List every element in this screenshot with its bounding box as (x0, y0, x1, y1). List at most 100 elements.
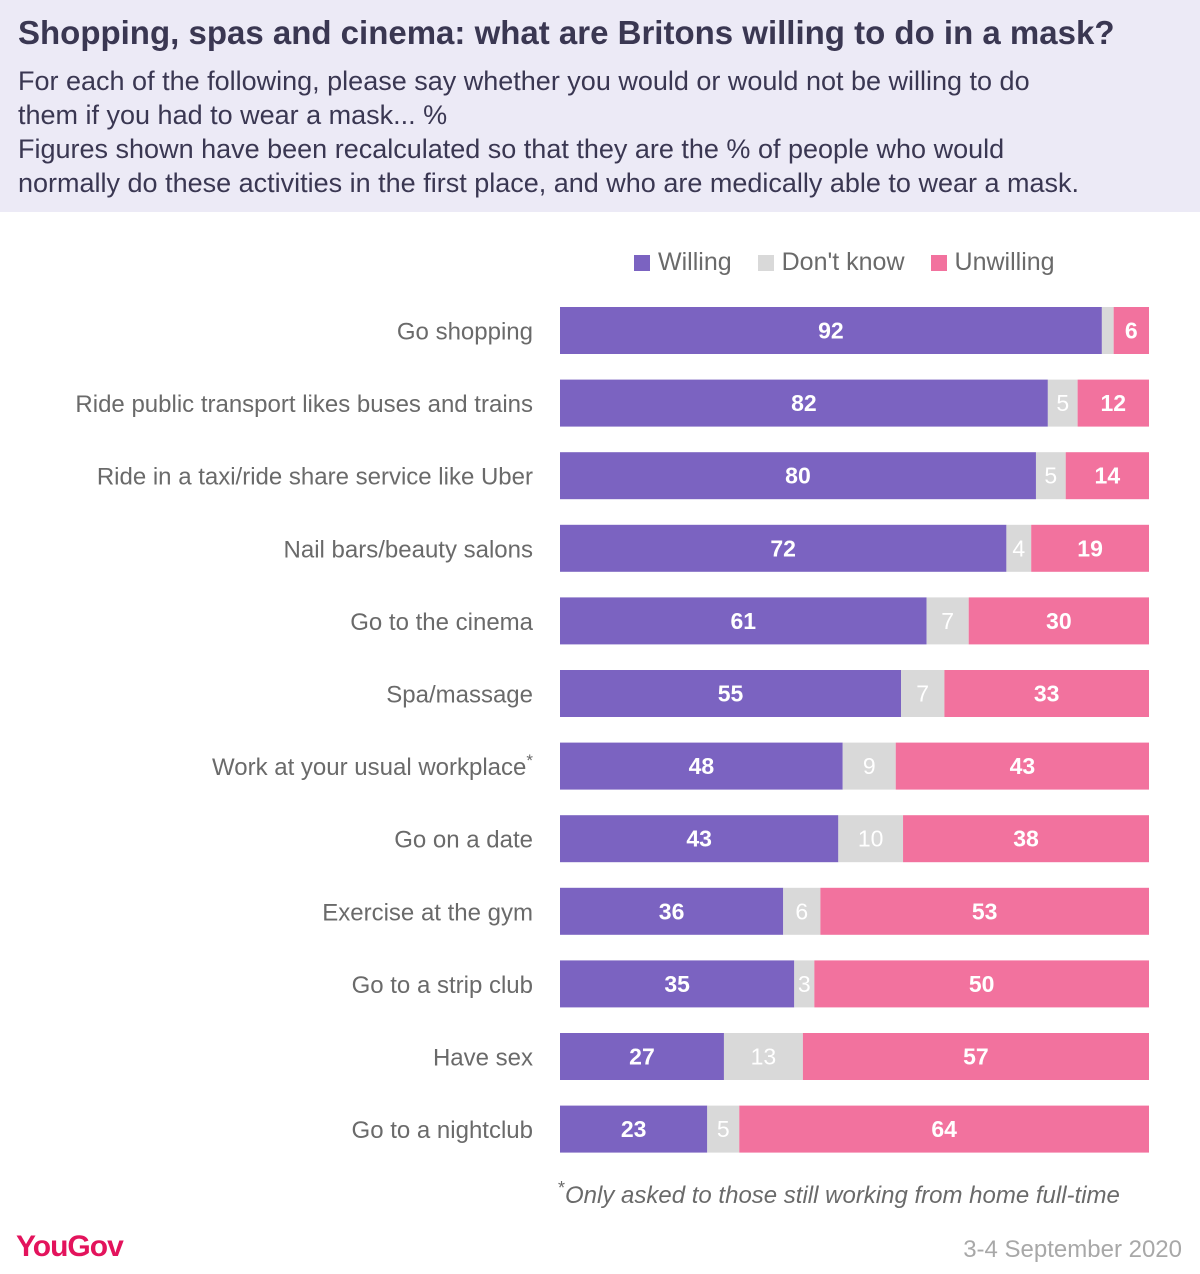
bar-segment-don-t-know (1035, 452, 1066, 500)
data-label: 55 (718, 681, 744, 707)
data-label: 4 (1012, 535, 1025, 561)
data-label: 43 (1010, 753, 1036, 779)
bar-segment-don-t-know (794, 960, 815, 1008)
footnote-text: Only asked to those still working from h… (565, 1182, 1120, 1209)
data-label: 13 (751, 1044, 777, 1070)
category-label: Go on a date (394, 827, 533, 854)
category-label: Ride in a taxi/ride share service like U… (97, 464, 533, 491)
data-label: 35 (664, 971, 690, 997)
category-label: Go to a strip club (352, 972, 533, 999)
bar-segment-don-t-know (783, 887, 821, 935)
legend-swatch-unwilling (930, 254, 947, 271)
category-label: Ride public transport likes buses and tr… (75, 391, 533, 418)
bar-segment-willing (560, 1033, 724, 1080)
data-label: 10 (858, 826, 884, 852)
bar-segment-willing (560, 815, 839, 863)
legend-swatch-willing (634, 254, 650, 271)
bar-segment-don-t-know (1101, 307, 1114, 354)
bar-segment-unwilling (802, 1033, 1149, 1080)
survey-date: 3-4 September 2020 (963, 1236, 1182, 1263)
chart-title: Shopping, spas and cinema: what are Brit… (18, 14, 1115, 51)
data-label: 33 (1034, 681, 1060, 707)
bar-segment-unwilling (814, 960, 1149, 1008)
bar-segment-willing (560, 597, 927, 645)
bar-segment-unwilling (903, 815, 1149, 863)
bar-segment-unwilling (895, 742, 1149, 790)
bar-segment-don-t-know (901, 670, 945, 717)
category-footnote-marker: * (526, 751, 533, 770)
category-label: Nail bars/beauty salons (284, 536, 533, 563)
legend-swatch-dont-know (757, 254, 774, 271)
data-label: 53 (972, 898, 998, 924)
header-panel: Shopping, spas and cinema: what are Brit… (0, 0, 1200, 212)
category-label: Work at your usual workplace* (212, 751, 533, 781)
data-label: 23 (621, 1116, 647, 1142)
bar-segment-unwilling (820, 887, 1149, 935)
chart-subtitle: For each of the following, please say wh… (18, 64, 1188, 200)
bar-segment-unwilling (1113, 307, 1149, 354)
bar-segment-don-t-know (1006, 524, 1032, 572)
data-label: 5 (717, 1116, 730, 1142)
bar-segment-don-t-know (723, 1033, 803, 1080)
bar-segment-unwilling (968, 597, 1149, 645)
bar-segment-don-t-know (1047, 379, 1078, 427)
data-label: 19 (1077, 535, 1103, 561)
data-label: 57 (963, 1044, 989, 1070)
category-label: Exercise at the gym (322, 899, 533, 926)
data-label: 5 (1044, 463, 1057, 489)
category-label: Have sex (433, 1045, 533, 1072)
category-label: Spa/massage (386, 682, 533, 709)
data-label: 30 (1046, 608, 1072, 634)
bar-segment-willing (560, 452, 1036, 500)
data-label: 38 (1013, 826, 1039, 852)
bar-segment-don-t-know (838, 815, 904, 863)
bar-segment-willing (560, 670, 901, 717)
bar-segment-don-t-know (926, 597, 969, 645)
bar-segment-willing (560, 742, 843, 790)
bar-segment-willing (560, 379, 1048, 427)
data-label: 92 (818, 318, 844, 344)
data-label: 48 (689, 753, 715, 779)
bar-segment-unwilling (944, 670, 1149, 717)
legend-label: Willing (658, 248, 732, 276)
bar-segment-willing (560, 1105, 708, 1153)
category-label: Go shopping (397, 319, 533, 346)
subtitle-line: For each of the following, please say wh… (18, 66, 1030, 96)
footnote-marker: * (558, 1178, 566, 1198)
bar-segment-unwilling (1031, 524, 1149, 572)
bar-segment-willing (560, 307, 1102, 354)
bar-segment-willing (560, 524, 1007, 572)
data-label: 61 (731, 608, 757, 634)
subtitle-line: normally do these activities in the firs… (18, 168, 1080, 198)
category-label: Go to the cinema (350, 609, 533, 636)
data-label: 82 (791, 390, 817, 416)
legend-label: Don't know (781, 248, 905, 276)
data-label: 72 (770, 535, 796, 561)
legend-label: Unwilling (954, 248, 1055, 276)
data-label: 3 (798, 971, 811, 997)
subtitle-line: them if you had to wear a mask... % (18, 100, 448, 130)
legend-item-willing: Willing (634, 248, 732, 277)
bar-segment-don-t-know (707, 1105, 740, 1153)
data-label: 7 (916, 681, 929, 707)
data-label: 9 (863, 753, 876, 779)
category-label: Go to a nightclub (352, 1117, 533, 1144)
bar-segment-willing (560, 887, 784, 935)
data-label: 64 (931, 1116, 957, 1142)
data-label: 7 (941, 608, 954, 634)
data-label: 6 (795, 898, 808, 924)
footnote: *Only asked to those still working from … (558, 1178, 1120, 1210)
data-label: 14 (1095, 463, 1121, 489)
bar-segment-unwilling (1065, 452, 1149, 500)
yougov-logo: YouGov (16, 1230, 124, 1263)
bar-segment-unwilling (739, 1105, 1149, 1153)
bar-segment-unwilling (1077, 379, 1149, 427)
data-label: 27 (629, 1044, 655, 1070)
chart-legend: Willing Don't know Unwilling (634, 248, 1081, 277)
bar-segment-don-t-know (842, 742, 896, 790)
data-label: 5 (1056, 390, 1069, 416)
data-label: 43 (686, 826, 712, 852)
data-label: 50 (969, 971, 995, 997)
data-label: 80 (785, 463, 811, 489)
bar-segment-willing (560, 960, 795, 1008)
